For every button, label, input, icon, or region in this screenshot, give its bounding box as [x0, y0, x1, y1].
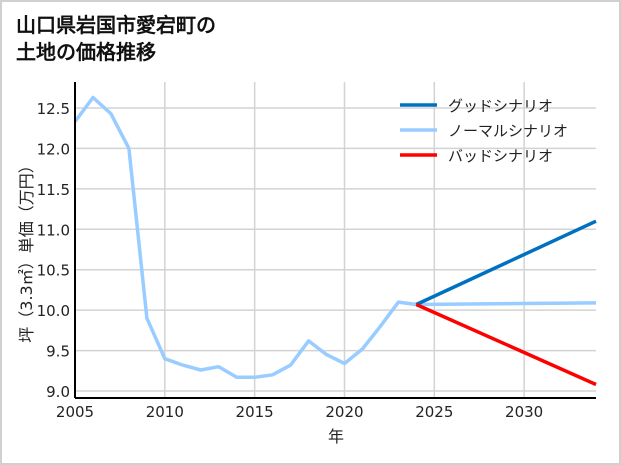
x-tick-label: 2015 [236, 403, 274, 421]
axes: 9.0 9.5 10.0 10.5 11.0 11.5 12.0 12.5 2005 2010 20… [17, 82, 596, 446]
y-tick-label: 12.0 [37, 140, 70, 158]
legend-label: バッドシナリオ [448, 147, 553, 165]
y-tick-label: 10.0 [37, 302, 70, 320]
series-line-1 [73, 95, 597, 380]
y-tick-label: 11.5 [37, 181, 70, 199]
legend-label: ノーマルシナリオ [448, 122, 568, 140]
x-tick-label: 2020 [325, 403, 363, 421]
y-tick-label: 10.5 [37, 262, 70, 280]
legend-label: グッドシナリオ [448, 97, 553, 115]
x-axis-label: 年 [328, 427, 344, 446]
x-tick-label: 2010 [146, 403, 184, 421]
y-axis-label: 坪（3.3㎡）単価（万円） [17, 157, 36, 342]
x-tick-label: 2025 [415, 403, 453, 421]
x-tick-label: 2005 [56, 403, 94, 421]
x-tick-label: 2030 [505, 403, 543, 421]
y-tick-label: 9.0 [46, 383, 70, 401]
y-tick-label: 11.0 [37, 221, 70, 239]
y-tick-label: 12.5 [37, 100, 70, 118]
series-line-0 [415, 219, 597, 307]
y-tick-label: 9.5 [46, 343, 70, 361]
series-line-2 [415, 302, 597, 387]
grid-lines [74, 82, 596, 398]
chart-title: 山口県岩国市愛宕町の 土地の価格推移 [16, 13, 216, 64]
series-lines [73, 95, 597, 387]
